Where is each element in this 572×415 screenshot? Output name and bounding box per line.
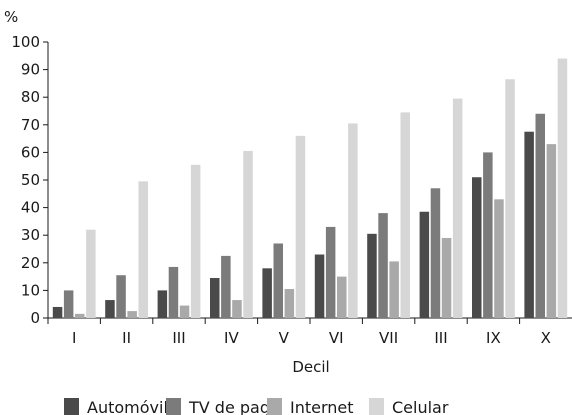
x-tick-label: X (541, 329, 551, 347)
y-tick-label: 10 (21, 281, 40, 299)
bar-celular-9 (505, 79, 515, 318)
bar-celular-3 (190, 164, 201, 318)
bar-autom-vil-5 (262, 268, 272, 318)
bars (52, 58, 568, 319)
x-tick-label: V (279, 329, 290, 347)
legend-swatch-celular (369, 398, 384, 415)
bar-tv-de-paga-10 (535, 113, 545, 318)
bar-autom-vil-1 (52, 306, 63, 318)
y-axis: 0 10 20 30 40 50 60 70 80 90 100 (11, 33, 49, 327)
y-tick-label: 0 (30, 309, 40, 327)
y-tick-label: 100 (11, 33, 40, 51)
bar-internet-2 (127, 311, 137, 318)
x-axis-title: Decil (292, 358, 329, 376)
bar-autom-vil-6 (314, 254, 325, 318)
bar-tv-de-paga-4 (221, 255, 231, 318)
y-tick-label: 30 (21, 226, 40, 244)
bar-autom-vil-8 (419, 211, 430, 318)
y-axis-unit-label: % (4, 8, 18, 26)
bar-celular-1 (86, 229, 96, 318)
bar-internet-10 (546, 144, 557, 318)
legend-label: Internet (290, 398, 354, 415)
bar-tv-de-paga-1 (63, 290, 74, 318)
bar-celular-6 (348, 123, 358, 318)
y-tick-label: 80 (21, 88, 40, 106)
legend-label: Automóvil (87, 398, 168, 415)
x-tick-label: IV (224, 329, 239, 347)
y-tick-label: 50 (21, 171, 40, 189)
bar-celular-7 (400, 112, 410, 318)
bar-autom-vil-9 (472, 177, 482, 318)
y-tick-label: 60 (21, 143, 40, 161)
legend: Automóvil TV de paga Internet Celular (64, 398, 449, 415)
bar-internet-6 (337, 276, 347, 318)
legend-swatch-autom-vil (64, 398, 79, 415)
x-tick-label: III (434, 329, 447, 347)
bar-internet-7 (389, 261, 399, 318)
legend-swatch-tv-de-paga (166, 398, 181, 415)
bar-internet-5 (284, 289, 295, 318)
y-tick-label: 40 (21, 199, 40, 217)
x-tick-label: I (72, 329, 76, 347)
bar-autom-vil-7 (367, 233, 377, 318)
x-axis: I II III IV V VI VII III IX X (47, 317, 572, 347)
bar-autom-vil-10 (524, 131, 534, 318)
bar-autom-vil-2 (105, 300, 115, 318)
bar-celular-8 (452, 98, 463, 318)
x-tick-label: VI (329, 329, 344, 347)
bar-tv-de-paga-6 (325, 226, 336, 318)
legend-label: Celular (392, 398, 449, 415)
x-tick-label: VII (379, 329, 398, 347)
legend-swatch-internet (267, 398, 282, 415)
bar-tv-de-paga-8 (430, 188, 441, 318)
bar-internet-4 (232, 300, 242, 318)
y-tick-label: 70 (21, 116, 40, 134)
x-tick-label: II (122, 329, 131, 347)
bar-internet-3 (179, 305, 190, 318)
bar-tv-de-paga-3 (168, 266, 179, 318)
y-tick-label: 20 (21, 254, 40, 272)
bar-celular-5 (295, 135, 306, 318)
bar-tv-de-paga-9 (483, 152, 493, 318)
x-tick-label: III (172, 329, 185, 347)
legend-label: TV de paga (188, 398, 280, 415)
bar-celular-4 (243, 151, 253, 318)
bar-tv-de-paga-7 (378, 213, 388, 318)
bar-tv-de-paga-2 (116, 275, 126, 318)
bar-internet-8 (441, 237, 452, 318)
bar-autom-vil-3 (157, 290, 168, 318)
y-tick-label: 90 (21, 61, 40, 79)
bar-celular-10 (557, 58, 568, 319)
x-tick-label: IX (486, 329, 501, 347)
bar-internet-9 (494, 199, 504, 318)
bar-tv-de-paga-5 (273, 243, 283, 318)
bar-internet-1 (75, 313, 85, 318)
bar-autom-vil-4 (210, 277, 220, 318)
bar-celular-2 (138, 181, 148, 318)
